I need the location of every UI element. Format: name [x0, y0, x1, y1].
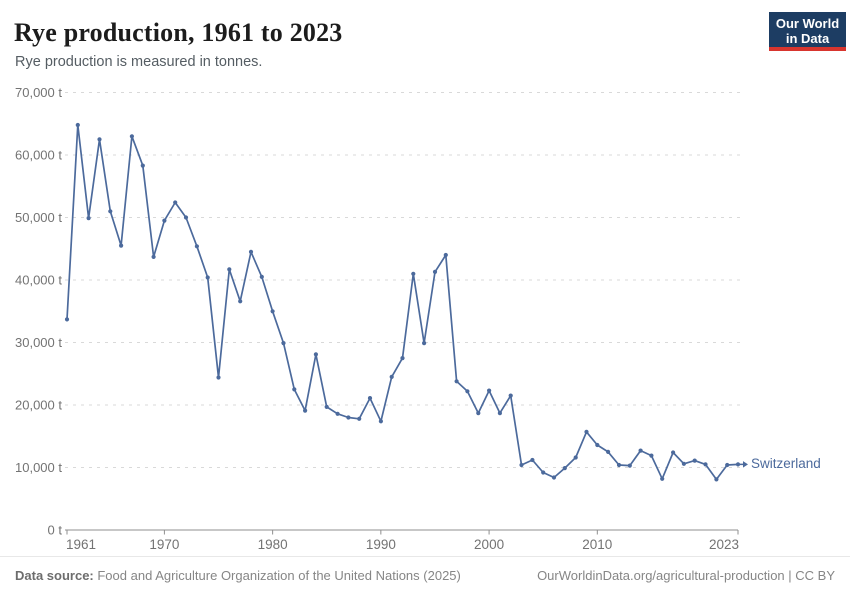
- data-point: [476, 411, 481, 416]
- data-point: [173, 200, 178, 205]
- data-point: [281, 341, 286, 346]
- y-tick-label: 20,000 t: [15, 398, 62, 413]
- data-point: [313, 352, 318, 357]
- data-point: [584, 429, 589, 434]
- data-point: [75, 122, 80, 128]
- owid-logo-line2: in Data: [785, 31, 830, 46]
- data-point: [497, 411, 502, 416]
- data-point: [259, 274, 264, 279]
- data-point: [129, 134, 134, 139]
- data-point: [205, 275, 210, 280]
- y-tick-label: 40,000 t: [15, 273, 62, 288]
- data-point: [108, 209, 113, 214]
- data-point: [627, 463, 632, 468]
- data-source-label: Data source:: [15, 568, 94, 583]
- data-point: [681, 461, 687, 466]
- data-point: [335, 411, 340, 416]
- chart-subtitle: Rye production is measured in tonnes.: [15, 54, 263, 70]
- y-tick-label: 30,000 t: [15, 335, 62, 350]
- data-point: [303, 408, 308, 413]
- data-point: [541, 470, 546, 475]
- data-point: [346, 415, 351, 420]
- y-tick-label: 0 t: [48, 523, 63, 538]
- data-point: [432, 269, 438, 274]
- data-point: [454, 379, 459, 384]
- data-point: [151, 254, 156, 259]
- data-point: [530, 457, 535, 463]
- data-point: [551, 475, 557, 480]
- data-point: [389, 374, 394, 379]
- data-point: [714, 477, 719, 482]
- series-label-switzerland: Switzerland: [751, 455, 821, 471]
- chart-footer: Data source: Food and Agriculture Organi…: [0, 556, 850, 600]
- x-tick-label: 2010: [582, 537, 612, 552]
- owid-logo-line1: Our World: [775, 16, 840, 31]
- data-point: [400, 356, 405, 361]
- data-point: [270, 309, 275, 314]
- data-point: [725, 462, 730, 468]
- data-point: [703, 462, 708, 467]
- data-point: [638, 448, 643, 453]
- y-tick-label: 10,000 t: [15, 460, 62, 475]
- x-tick-label: 1990: [366, 537, 396, 552]
- data-point: [162, 218, 167, 223]
- y-tick-label: 50,000 t: [15, 210, 62, 225]
- data-point: [238, 299, 243, 304]
- data-point: [573, 455, 578, 460]
- data-point: [86, 216, 91, 221]
- data-point: [378, 419, 383, 424]
- x-tick-label: 1980: [258, 537, 288, 552]
- data-point: [519, 462, 524, 468]
- credit-link[interactable]: OurWorldinData.org/agricultural-producti…: [537, 568, 835, 583]
- data-point: [183, 215, 189, 220]
- data-point: [562, 466, 567, 471]
- data-point: [227, 267, 232, 272]
- page-title: Rye production, 1961 to 2023: [14, 18, 343, 47]
- owid-logo[interactable]: Our World in Data: [769, 12, 846, 51]
- data-point: [367, 396, 373, 401]
- data-point: [616, 462, 622, 468]
- x-tick-label: 2023: [709, 537, 739, 552]
- y-tick-label: 60,000 t: [15, 148, 62, 163]
- data-point: [64, 317, 70, 322]
- data-point: [508, 393, 513, 398]
- data-point: [443, 252, 448, 258]
- arrow-right-icon: [743, 461, 748, 468]
- data-point: [606, 449, 611, 454]
- data-point: [692, 458, 697, 463]
- data-point: [119, 243, 124, 248]
- data-point: [357, 416, 362, 421]
- data-point: [649, 453, 654, 458]
- y-tick-label: 70,000 t: [15, 85, 62, 100]
- x-tick-label: 1961: [66, 537, 96, 552]
- data-point: [487, 388, 492, 393]
- data-point: [671, 450, 676, 455]
- data-source-text: Food and Agriculture Organization of the…: [93, 568, 461, 583]
- data-point: [660, 476, 665, 481]
- data-point: [248, 249, 254, 254]
- data-point: [324, 404, 329, 409]
- data-point: [292, 387, 297, 392]
- data-point: [97, 137, 102, 142]
- data-source-note: Data source: Food and Agriculture Organi…: [15, 568, 461, 600]
- data-point: [216, 375, 221, 380]
- data-point: [411, 271, 416, 276]
- x-tick-label: 1970: [149, 537, 179, 552]
- data-point: [194, 244, 199, 249]
- data-point: [465, 389, 470, 394]
- data-point: [595, 442, 600, 448]
- data-point: [140, 163, 145, 168]
- x-tick-label: 2000: [474, 537, 504, 552]
- series-line-switzerland: [66, 124, 739, 481]
- data-point: [422, 341, 427, 346]
